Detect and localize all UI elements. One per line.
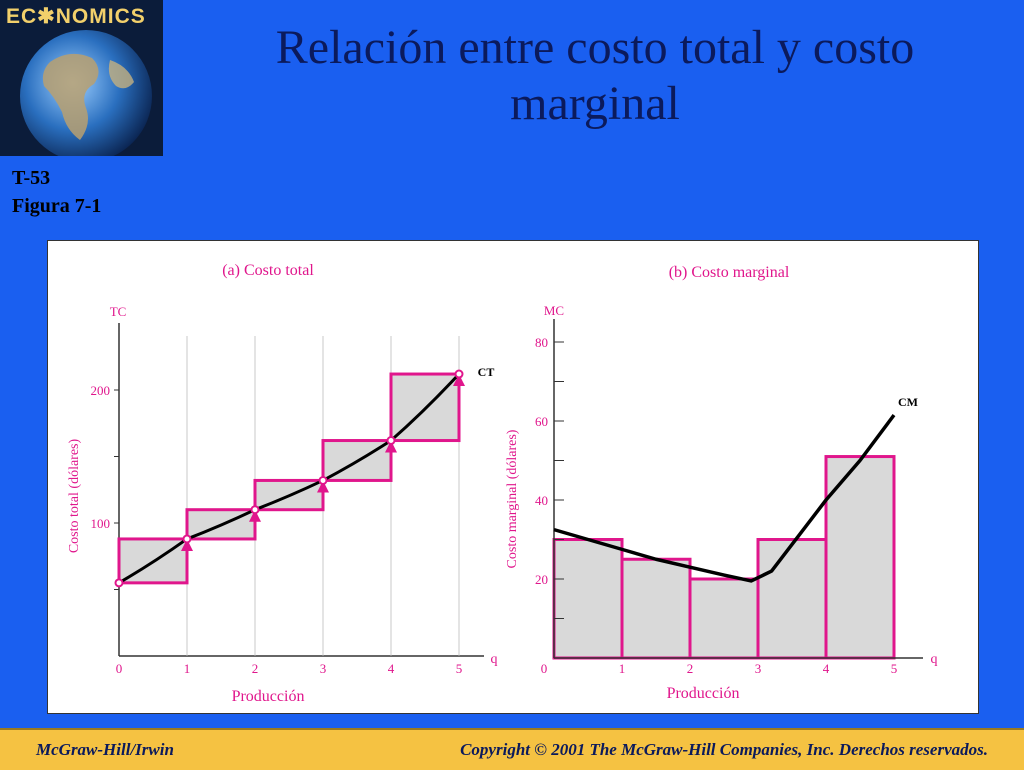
chart-b-curve-label: CM bbox=[898, 395, 918, 409]
slide-title-line1: Relación entre costo total y costo bbox=[275, 21, 915, 74]
chart-b-x-tick-label: 5 bbox=[891, 661, 898, 676]
chart-a-x-label: Producción bbox=[232, 688, 305, 705]
chart-b-x-tick-label: 2 bbox=[687, 661, 694, 676]
chart-a-x-tick-label: 4 bbox=[388, 661, 395, 676]
chart-a-x-tick-label: 5 bbox=[456, 661, 463, 676]
chart-b-x-label: Producción bbox=[667, 685, 740, 702]
footer-copyright: Copyright © 2001 The McGraw-Hill Compani… bbox=[460, 740, 988, 759]
chart-a-point bbox=[114, 578, 124, 588]
chart-a-x-letter: q bbox=[491, 652, 498, 667]
chart-b-y-label: Costo marginal (dólares) bbox=[505, 429, 520, 568]
chart-a-point bbox=[182, 534, 192, 544]
chart-b-bar bbox=[620, 557, 692, 660]
chart-b-y-tick-label: 20 bbox=[535, 572, 548, 587]
chart-a-point bbox=[318, 475, 328, 485]
chart-b-bar bbox=[756, 538, 828, 660]
chart-a-step-arrow-head bbox=[181, 538, 193, 551]
chart-a-x-tick-label: 3 bbox=[320, 661, 327, 676]
chart-a-step-arrow-head bbox=[249, 509, 261, 522]
chart-a-curve-label: CT bbox=[478, 365, 495, 379]
chart-a-y-letter: TC bbox=[110, 304, 127, 319]
chart-a-y-label: Costo total (dólares) bbox=[67, 439, 82, 554]
chart-b-x-tick-label: 3 bbox=[755, 661, 762, 676]
slide-title-line2: marginal bbox=[510, 77, 680, 130]
footer-publisher: McGraw-Hill/Irwin bbox=[36, 740, 174, 759]
chart-a-x-tick-label: 2 bbox=[252, 661, 259, 676]
chart-a-step-arrow-head bbox=[453, 374, 465, 387]
chart-b-bar bbox=[552, 538, 624, 660]
chart-a-step-arrow-head bbox=[385, 440, 397, 453]
chart-b-x-tick-label: 1 bbox=[619, 661, 626, 676]
figure-panel: (a) Costo total TC q 100 200 0 1 2 3 4 5 CT Producci… bbox=[47, 240, 979, 714]
chart-a-x-tick-label: 1 bbox=[184, 661, 191, 676]
chart-a-point bbox=[454, 369, 464, 379]
chart-a-title: (a) Costo total bbox=[222, 262, 314, 279]
chart-b-title: (b) Costo marginal bbox=[669, 264, 790, 281]
chart-b-y-tick-label: 60 bbox=[535, 414, 548, 429]
chart-a-point bbox=[386, 436, 396, 446]
chart-a-y-tick-label: 100 bbox=[91, 516, 111, 531]
slide-meta: T-53 Figura 7-1 bbox=[12, 164, 101, 220]
chart-b-y-letter: MC bbox=[544, 303, 564, 318]
chart-b-x-letter: q bbox=[931, 652, 938, 667]
chart-b-y-tick-label: 40 bbox=[535, 493, 548, 508]
chart-b-x-tick-label: 0 bbox=[541, 661, 548, 676]
slide-code: T-53 bbox=[12, 167, 51, 189]
globe-icon bbox=[20, 30, 152, 156]
chart-a-x-tick-label: 0 bbox=[116, 661, 123, 676]
chart-a-point bbox=[250, 505, 260, 515]
figure-label: Figura 7-1 bbox=[12, 195, 102, 217]
chart-a-y-tick-label: 200 bbox=[91, 383, 111, 398]
chart-b-bar bbox=[688, 577, 760, 660]
footer-bar: McGraw-Hill/Irwin Copyright © 2001 The M… bbox=[0, 728, 1024, 770]
chart-b-y-tick-label: 80 bbox=[535, 335, 548, 350]
chart-b-mc-curve bbox=[553, 414, 896, 583]
chart-b-x-tick-label: 4 bbox=[823, 661, 830, 676]
slide-title: Relación entre costo total y costo margi… bbox=[180, 20, 1010, 132]
chart-a-step-arrow-head bbox=[317, 480, 329, 493]
chart-a-tc-curve bbox=[118, 373, 461, 585]
economics-logo: EC✱NOMICS bbox=[0, 0, 163, 156]
logo-text: EC✱NOMICS bbox=[6, 5, 146, 28]
